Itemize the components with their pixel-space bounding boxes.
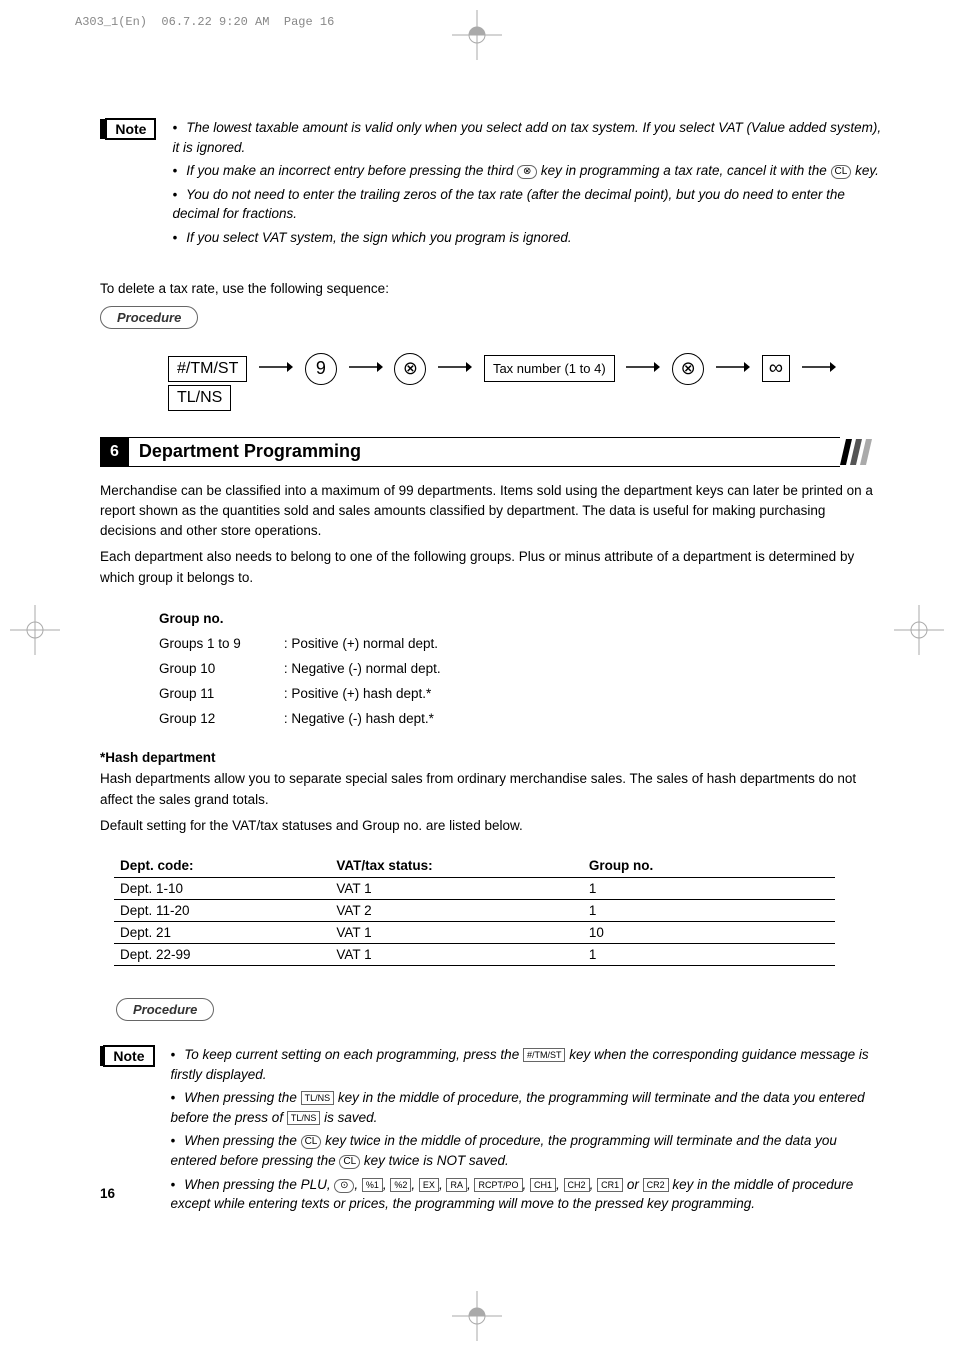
tlns-key: TL/NS xyxy=(168,385,231,411)
col-header: Group no. xyxy=(583,854,835,878)
ex-key-icon: EX xyxy=(419,1178,439,1192)
note-bullet: • When pressing the PLU, ⊙, %1, %2, EX, … xyxy=(171,1175,885,1214)
note-bullet: • To keep current setting on each progra… xyxy=(171,1045,885,1084)
section-header: 6 Department Programming xyxy=(100,437,884,467)
tmst-key: #/TM/ST xyxy=(168,356,247,382)
dept-para-1: Merchandise can be classified into a max… xyxy=(100,481,884,542)
table-row: Dept. 21VAT 110 xyxy=(114,922,835,944)
1-key-icon: %1 xyxy=(362,1178,383,1192)
delete-tax-intro: To delete a tax rate, use the following … xyxy=(100,279,884,299)
ch2-key-icon: CH2 xyxy=(564,1178,590,1192)
note-bullet: • When pressing the TL/NS key in the mid… xyxy=(171,1088,885,1127)
table-row: Group 12: Negative (-) hash dept.* xyxy=(158,708,481,731)
ch1-key-icon: CH1 xyxy=(530,1178,556,1192)
note-bullet: • If you select VAT system, the sign whi… xyxy=(172,228,884,248)
note-label: Note xyxy=(105,118,156,140)
table-row: Dept. 1-10VAT 11 xyxy=(114,878,835,900)
2-key-icon: %2 xyxy=(390,1178,411,1192)
note-block-2: Note • To keep current setting on each p… xyxy=(100,1045,884,1218)
print-header: A303_1(En) 06.7.22 9:20 AM Page 16 xyxy=(75,15,334,29)
table-row: Dept. 22-99VAT 11 xyxy=(114,944,835,966)
note-label: Note xyxy=(103,1045,154,1067)
crop-mark-right xyxy=(894,605,944,655)
page-number: 16 xyxy=(100,1186,115,1201)
section-slashes-icon xyxy=(840,437,884,467)
multiply-key-icon: ⊗ xyxy=(517,165,537,179)
procedure-label: Procedure xyxy=(100,306,198,329)
note-block-1: Note • The lowest taxable amount is vali… xyxy=(100,118,884,251)
tlns-key-icon: TL/NS xyxy=(301,1091,335,1105)
section-number: 6 xyxy=(100,437,129,467)
rcptpo-key-icon: RCPT/PO xyxy=(474,1178,522,1192)
cr2-key-icon: CR2 xyxy=(643,1178,669,1192)
table-row: Group 11: Positive (+) hash dept.* xyxy=(158,683,481,706)
col-header: VAT/tax status: xyxy=(330,854,582,878)
procedure-label: Procedure xyxy=(116,998,214,1021)
note-bullet: • You do not need to enter the trailing … xyxy=(172,185,884,224)
tax-number-box: Tax number (1 to 4) xyxy=(484,355,615,382)
note-bullet: • If you make an incorrect entry before … xyxy=(172,161,884,181)
tlns-key-icon: TL/NS xyxy=(287,1111,321,1125)
nine-key: 9 xyxy=(305,353,337,385)
default-line: Default setting for the VAT/tax statuses… xyxy=(100,816,884,836)
infinity-key: ∞ xyxy=(762,355,790,382)
hash-text: Hash departments allow you to separate s… xyxy=(100,769,884,810)
crop-mark-top xyxy=(452,10,502,60)
group-header: Group no. xyxy=(158,608,481,631)
key-sequence-flow: #/TM/ST 9 ⊗ Tax number (1 to 4) ⊗ ∞ TL/N… xyxy=(100,353,884,411)
cr1-key-icon: CR1 xyxy=(597,1178,623,1192)
col-header: Dept. code: xyxy=(114,854,330,878)
table-row: Group 10: Negative (-) normal dept. xyxy=(158,658,481,681)
vat-table: Dept. code: VAT/tax status: Group no. De… xyxy=(114,854,835,966)
cl-key-icon: CL xyxy=(301,1135,322,1149)
section-title: Department Programming xyxy=(129,437,840,467)
note-bullet: • The lowest taxable amount is valid onl… xyxy=(172,118,884,157)
crop-mark-left xyxy=(10,605,60,655)
table-row: Groups 1 to 9: Positive (+) normal dept. xyxy=(158,633,481,656)
cl-key-icon: CL xyxy=(339,1155,360,1169)
crop-mark-bottom xyxy=(452,1291,502,1341)
-key-icon: ⊙ xyxy=(334,1179,354,1193)
ra-key-icon: RA xyxy=(446,1178,467,1192)
tmst-key-icon: #/TM/ST xyxy=(523,1048,566,1062)
dept-para-2: Each department also needs to belong to … xyxy=(100,547,884,588)
group-table: Group no. Groups 1 to 9: Positive (+) no… xyxy=(156,606,884,733)
note-bullet: • When pressing the CL key twice in the … xyxy=(171,1131,885,1170)
table-row: Dept. 11-20VAT 21 xyxy=(114,900,835,922)
hash-header: *Hash department xyxy=(100,750,884,765)
multiply-key: ⊗ xyxy=(394,353,426,385)
multiply-key: ⊗ xyxy=(672,353,704,385)
cl-key-icon: CL xyxy=(831,165,852,179)
